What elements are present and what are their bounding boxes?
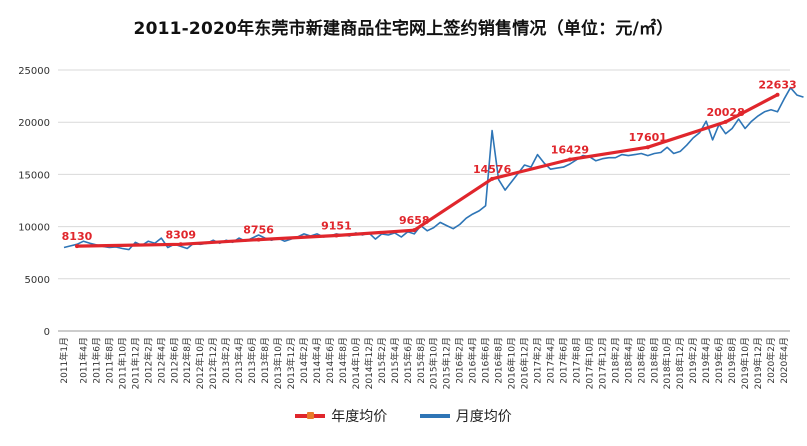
legend: 年度均价 月度均价 <box>0 406 807 426</box>
series-layer <box>63 86 804 251</box>
x-tick-label: 2013年12月 <box>285 337 297 389</box>
x-tick-label: 2011年1月 <box>58 337 70 384</box>
x-tick-label: 2014年2月 <box>298 337 310 384</box>
x-tick-label: 2016年4月 <box>467 337 479 384</box>
x-tick-label: 2013年6月 <box>246 337 258 384</box>
legend-item-monthly: 月度均价 <box>419 406 512 426</box>
x-tick-label: 2012年10月 <box>194 337 206 389</box>
x-tick-label: 2018年10月 <box>661 337 673 389</box>
x-tick-label: 2018年4月 <box>622 337 634 384</box>
x-tick-label: 2016年10月 <box>506 337 518 389</box>
x-tick-label: 2016年2月 <box>454 337 466 384</box>
x-tick-label: 2016年12月 <box>519 337 531 389</box>
data-label-annual: 8130 <box>62 230 93 243</box>
x-tick-label: 2014年6月 <box>324 337 336 384</box>
x-tick-label: 2018年12月 <box>674 337 686 389</box>
annual-point <box>490 176 495 181</box>
chart-title: 2011-2020年东莞市新建商品住宅网上签约销售情况（单位：元/㎡） <box>133 19 674 39</box>
legend-label-annual: 年度均价 <box>331 409 388 425</box>
x-tick-label: 2011年8月 <box>103 337 115 384</box>
y-tick-label: 25000 <box>18 66 50 77</box>
x-tick-label: 2015年4月 <box>389 337 401 384</box>
annual-point <box>178 242 183 247</box>
x-axis-ticks: 2011年1月 2011年4月 2011年6月 2011年8月 2011年10月 2011… <box>58 337 790 389</box>
legend-swatch-annual <box>295 412 326 419</box>
x-tick-label: 2019年2月 <box>687 337 699 384</box>
legend-item-annual: 年度均价 <box>295 406 387 426</box>
legend-swatch-monthly <box>419 414 450 418</box>
x-tick-label: 2012年4月 <box>155 337 167 384</box>
x-tick-label: 2017年4月 <box>544 337 556 384</box>
annual-point <box>723 119 728 124</box>
series-line-monthly <box>63 86 804 251</box>
x-tick-label: 2013年4月 <box>233 337 245 384</box>
x-tick-label: 2014年4月 <box>311 337 323 384</box>
x-tick-label: 2015年8月 <box>415 337 427 384</box>
x-tick-label: 2019年8月 <box>726 337 738 384</box>
x-tick-label: 2014年12月 <box>363 337 375 389</box>
x-tick-label: 2017年10月 <box>583 337 595 389</box>
x-tick-label: 2011年4月 <box>77 337 89 384</box>
x-tick-label: 2011年10月 <box>116 337 128 389</box>
data-labels: 8130 8309 8756 9151 9658 14576 16429 17601 20028… <box>62 79 797 243</box>
x-tick-label: 2016年8月 <box>493 337 505 384</box>
annual-point <box>645 145 650 150</box>
x-tick-label: 2013年2月 <box>220 337 232 384</box>
x-tick-label: 2014年10月 <box>350 337 362 389</box>
y-tick-label: 20000 <box>18 118 50 129</box>
y-axis-ticks: 0 5000 10000 15000 20000 25000 <box>18 66 50 338</box>
x-tick-label: 2017年8月 <box>570 337 582 384</box>
x-tick-label: 2019年10月 <box>739 337 751 389</box>
legend-label-monthly: 月度均价 <box>455 409 512 425</box>
x-tick-label: 2019年6月 <box>713 337 725 384</box>
x-tick-label: 2019年4月 <box>700 337 712 384</box>
x-tick-label: 2018年6月 <box>635 337 647 384</box>
series-line-annual <box>76 93 779 248</box>
x-tick-label: 2020年4月 <box>778 337 790 384</box>
y-tick-label: 10000 <box>18 223 50 234</box>
data-label-annual: 22633 <box>758 79 796 92</box>
x-tick-label: 2015年2月 <box>376 337 388 384</box>
annual-point <box>412 228 417 233</box>
x-tick-label: 2019年12月 <box>752 337 764 389</box>
data-label-annual: 9658 <box>399 214 430 227</box>
data-label-annual: 17601 <box>629 131 667 144</box>
x-tick-label: 2015年10月 <box>428 337 440 389</box>
x-tick-label: 2020年2月 <box>765 337 777 384</box>
annual-point <box>334 233 339 238</box>
y-tick-label: 15000 <box>18 170 50 181</box>
x-tick-label: 2011年6月 <box>90 337 102 384</box>
annual-point <box>74 244 79 249</box>
x-tick-label: 2017年2月 <box>532 337 544 384</box>
x-tick-label: 2016年6月 <box>480 337 492 384</box>
data-label-annual: 16429 <box>551 143 589 156</box>
data-label-annual: 8309 <box>165 228 196 241</box>
annual-point <box>567 157 572 162</box>
x-tick-label: 2012年8月 <box>181 337 193 384</box>
x-tick-label: 2012年6月 <box>168 337 180 384</box>
annual-point <box>775 92 780 97</box>
y-tick-label: 5000 <box>25 275 50 286</box>
x-tick-label: 2013年8月 <box>259 337 271 384</box>
x-tick-label: 2015年12月 <box>441 337 453 389</box>
x-tick-label: 2017年12月 <box>596 337 608 389</box>
data-label-annual: 9151 <box>321 219 352 232</box>
y-tick-label: 0 <box>44 327 50 338</box>
x-tick-label: 2018年8月 <box>648 337 660 384</box>
x-tick-label: 2014年8月 <box>337 337 349 384</box>
data-label-annual: 14576 <box>473 163 512 176</box>
annual-point <box>256 237 261 242</box>
x-tick-label: 2015年6月 <box>402 337 414 384</box>
x-tick-label: 2018年2月 <box>609 337 621 384</box>
gridlines <box>58 69 790 332</box>
x-tick-label: 2011年12月 <box>129 337 141 389</box>
x-tick-label: 2012年2月 <box>142 337 154 384</box>
x-tick-label: 2013年10月 <box>272 337 284 389</box>
x-tick-label: 2017年6月 <box>557 337 569 384</box>
data-label-annual: 8756 <box>243 224 274 237</box>
x-tick-label: 2012年12月 <box>207 337 219 389</box>
data-label-annual: 20028 <box>706 106 744 119</box>
